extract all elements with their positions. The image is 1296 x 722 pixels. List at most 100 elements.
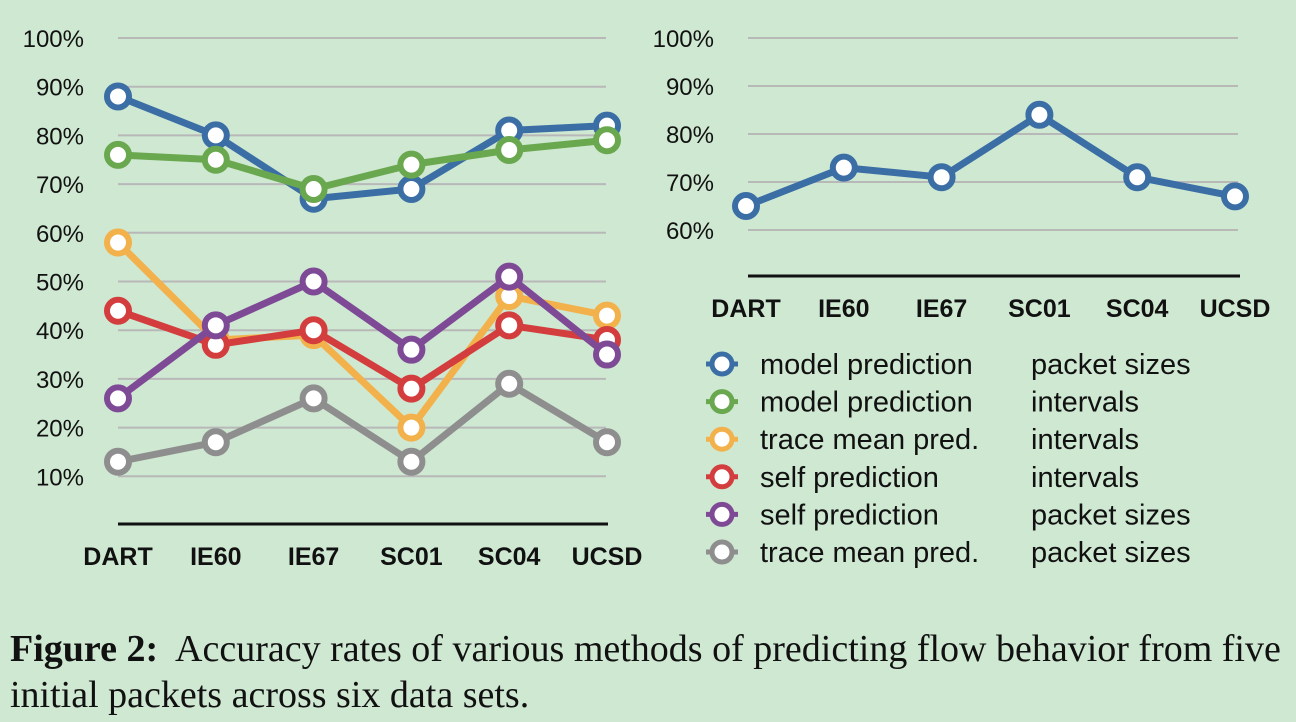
y-tick-label: 30%	[36, 367, 84, 394]
data-point	[397, 447, 426, 476]
data-point	[299, 384, 328, 413]
y-tick-label: 80%	[666, 122, 714, 149]
x-tick-label: SC04	[478, 543, 541, 571]
data-point	[104, 447, 132, 476]
data-point	[104, 228, 132, 257]
data-point	[397, 150, 426, 179]
chart-1: 10% 20% 30% 40% 50% 60% 70% 80% 90% 100% DART IE60 I…	[23, 26, 643, 571]
y-tick-label: 60%	[36, 221, 84, 248]
legend-feature: packet sizes	[1031, 349, 1191, 381]
data-point	[1221, 182, 1249, 211]
legend-swatch-marker	[709, 351, 735, 377]
legend-method: self prediction	[760, 499, 939, 531]
legend-method: self prediction	[760, 462, 939, 494]
x-tick-label: IE60	[190, 543, 241, 571]
legend-feature: packet sizes	[1031, 537, 1191, 569]
x-tick-label: IE60	[818, 295, 869, 323]
series-line	[742, 111, 1239, 210]
y-tick-label: 100%	[653, 26, 714, 53]
y-tick-label: 10%	[36, 464, 84, 491]
data-point	[593, 428, 621, 457]
data-point	[201, 311, 230, 340]
legend-swatch-marker	[709, 539, 735, 565]
data-point	[495, 311, 524, 340]
series-line	[114, 273, 611, 402]
data-point	[397, 374, 426, 403]
x-tick-label: SC01	[1008, 295, 1071, 323]
figure-caption: Figure 2: Accuracy rates of various meth…	[10, 626, 1290, 718]
figure-charts: 10% 20% 30% 40% 50% 60% 70% 80% 90% 100% DART IE60 I…	[23, 26, 1271, 571]
y-tick-label: 100%	[23, 26, 84, 53]
legend-item: trace mean pred. packet sizes	[706, 537, 1191, 569]
legend-feature: intervals	[1031, 424, 1139, 456]
data-point	[495, 136, 524, 165]
chart-2: 60% 70% 80% 90% 100% DART IE60 IE67 SC01 SC04 UCSD	[653, 26, 1271, 323]
caption-label: Figure 2:	[10, 628, 159, 670]
data-point	[397, 174, 426, 203]
legend-item: model prediction packet sizes	[706, 349, 1191, 381]
data-point	[732, 192, 760, 220]
data-point	[397, 335, 426, 364]
y-tick-label: 20%	[36, 416, 84, 443]
data-point	[299, 174, 328, 203]
x-tick-label: IE67	[916, 295, 967, 323]
data-point	[104, 384, 132, 413]
legend-item: trace mean pred. intervals	[706, 424, 1139, 456]
y-tick-label: 60%	[666, 218, 714, 245]
data-point	[104, 296, 132, 325]
x-tick-label: UCSD	[1200, 295, 1271, 323]
x-tick-label: UCSD	[572, 543, 643, 571]
legend-item: self prediction intervals	[706, 462, 1139, 494]
y-tick-label: 80%	[36, 123, 84, 150]
legend-swatch-marker	[709, 426, 735, 452]
series-self-prediction-packet-sizes	[104, 262, 621, 413]
x-tick-label: SC01	[380, 543, 443, 571]
data-point	[593, 126, 621, 155]
series-line	[114, 136, 611, 193]
series-line	[114, 92, 611, 203]
x-tick-label: DART	[711, 295, 780, 323]
y-tick-label: 70%	[36, 172, 84, 199]
data-point	[829, 153, 858, 182]
data-point	[495, 262, 524, 291]
series-trace-mean-pred-packet-sizes	[104, 369, 621, 476]
legend-swatch-marker	[709, 501, 735, 527]
data-point	[299, 267, 328, 296]
series-model-prediction-packet-sizes	[104, 82, 621, 213]
series-model-prediction-intervals	[104, 126, 621, 203]
gridlines	[118, 37, 606, 478]
data-point	[1025, 100, 1054, 129]
caption-text: Accuracy rates of various methods of pre…	[10, 628, 1281, 716]
legend-method: model prediction	[760, 349, 973, 381]
legend-swatch-marker	[709, 389, 735, 415]
legend-feature: intervals	[1031, 387, 1139, 419]
data-point	[201, 145, 230, 174]
legend-method: model prediction	[760, 387, 973, 419]
y-tick-label: 90%	[666, 74, 714, 101]
y-tick-label: 50%	[36, 270, 84, 297]
data-point	[397, 413, 426, 442]
data-point	[593, 340, 621, 369]
legend-item: self prediction packet sizes	[706, 499, 1191, 531]
data-point	[104, 140, 132, 169]
x-tick-label: SC04	[1106, 295, 1169, 323]
series-line	[114, 380, 611, 466]
x-tick-label: IE67	[288, 543, 339, 571]
y-tick-label: 70%	[666, 170, 714, 197]
data-point	[104, 82, 132, 111]
legend-swatch-marker	[709, 464, 735, 490]
data-point	[201, 428, 230, 457]
legend-method: trace mean pred.	[760, 424, 979, 456]
y-tick-label: 90%	[36, 75, 84, 102]
data-point	[927, 163, 956, 192]
series-line	[114, 239, 611, 432]
y-tick-label: 40%	[36, 318, 84, 345]
legend-item: model prediction intervals	[706, 387, 1139, 419]
series-model-prediction-packet-sizes	[732, 100, 1249, 220]
legend-method: trace mean pred.	[760, 537, 979, 569]
legend-feature: intervals	[1031, 462, 1139, 494]
legend-feature: packet sizes	[1031, 499, 1191, 531]
data-point	[1123, 163, 1152, 192]
gridlines	[748, 37, 1238, 231]
